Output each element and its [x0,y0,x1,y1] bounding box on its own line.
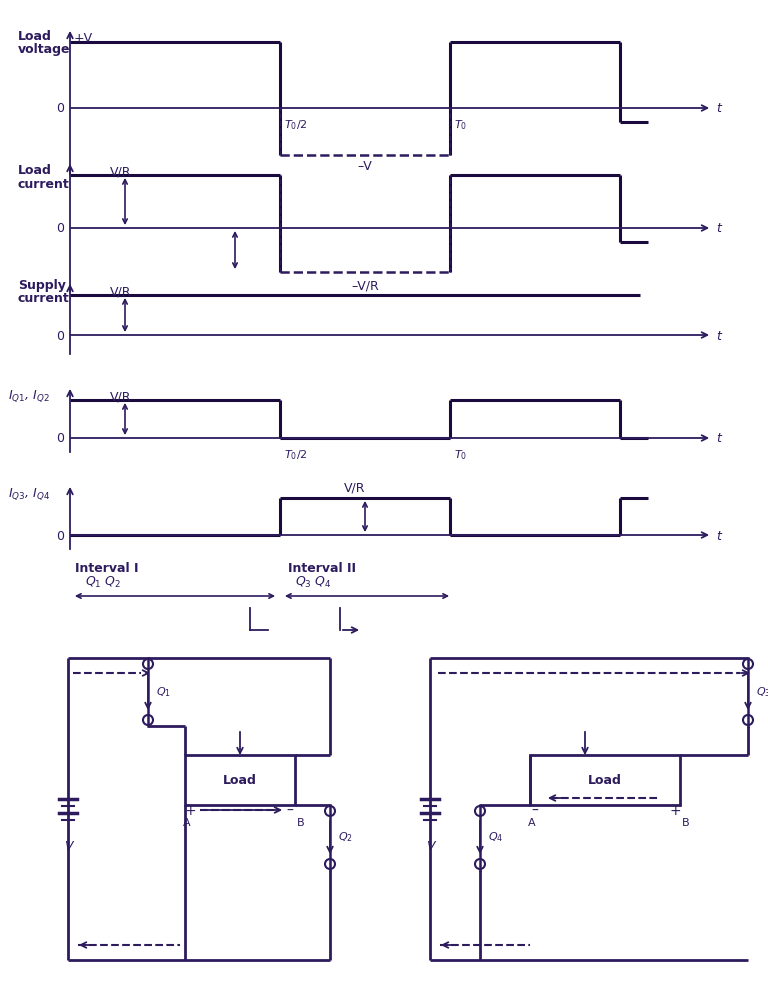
Text: 0: 0 [56,433,64,446]
Bar [530,755,680,805]
Text: Load: Load [223,774,257,786]
Text: current: current [18,293,70,306]
Text: $Q_3$ $Q_4$: $Q_3$ $Q_4$ [295,574,332,590]
Text: Interval I: Interval I [75,561,138,575]
Text: A: A [528,818,536,828]
Text: t: t [716,330,721,343]
Text: V/R: V/R [110,166,131,179]
Text: B: B [297,818,305,828]
Text: current: current [18,179,70,192]
Text: V/R: V/R [110,390,131,403]
Text: V/R: V/R [110,286,131,299]
Text: +V: +V [74,32,93,45]
Text: $Q_1$: $Q_1$ [156,685,171,699]
Text: t: t [716,222,721,235]
Text: +: + [184,804,196,818]
Text: t: t [716,102,721,115]
Text: V: V [64,840,72,854]
Bar [185,755,295,805]
Text: A: A [184,818,190,828]
Text: –V: –V [358,161,372,174]
Text: Interval II: Interval II [288,561,356,575]
Text: $T_0/2$: $T_0/2$ [284,448,307,462]
Text: Load: Load [18,165,52,178]
Text: –V/R: –V/R [351,279,379,293]
Text: Supply: Supply [18,278,66,292]
Text: $T_0$: $T_0$ [454,448,467,462]
Text: +: + [669,804,680,818]
Text: $T_0$: $T_0$ [454,118,467,132]
Text: t: t [716,433,721,446]
Text: $I_{Q1}$, $I_{Q2}$: $I_{Q1}$, $I_{Q2}$ [8,388,50,404]
Text: Load: Load [18,30,52,43]
Text: 0: 0 [56,102,64,115]
Text: $Q_2$: $Q_2$ [338,830,353,844]
Text: Load: Load [588,774,622,786]
Text: 0: 0 [56,222,64,235]
Text: B: B [682,818,690,828]
Text: $Q_3$: $Q_3$ [756,685,768,699]
Text: $Q_1$ $Q_2$: $Q_1$ $Q_2$ [85,574,121,590]
Text: V: V [425,840,434,854]
Text: t: t [716,529,721,542]
Text: $T_0/2$: $T_0/2$ [284,118,307,132]
Text: $I_{Q3}$, $I_{Q4}$: $I_{Q3}$, $I_{Q4}$ [8,487,50,501]
Text: 0: 0 [56,330,64,343]
Text: voltage: voltage [18,44,71,57]
Text: $Q_4$: $Q_4$ [488,830,503,844]
Text: 0: 0 [56,529,64,542]
Text: –: – [531,804,538,818]
Text: V/R: V/R [344,482,366,495]
Text: –: – [286,804,293,818]
